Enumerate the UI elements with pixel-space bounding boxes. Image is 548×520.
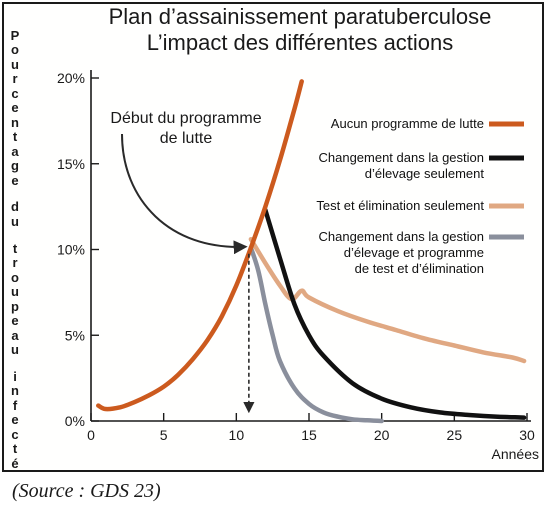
series-no-program-line — [96, 79, 304, 412]
series-combined-line — [248, 245, 384, 424]
y-axis-label-char: e — [11, 313, 19, 329]
x-tick-label: 30 — [519, 427, 535, 443]
y-axis-label-char: g — [11, 158, 19, 174]
y-axis-label-char: t — [12, 129, 18, 145]
annotation-layer: Début du programme de lutte — [110, 110, 262, 414]
y-axis-label-char: c — [11, 85, 19, 101]
y-axis-label-char: n — [11, 114, 19, 130]
legend-label: d’élevage et programme — [344, 245, 484, 260]
legend-label: de test et d’élimination — [355, 261, 484, 276]
title-line-1: Plan d’assainissement paratuberculose — [108, 4, 492, 29]
annotation-label: Début du programme — [110, 110, 261, 127]
y-axis-label-char: u — [11, 213, 19, 229]
y-axis-label-char: t — [12, 441, 18, 457]
title-line-2: L’impact des différentes actions — [146, 30, 454, 55]
y-axis-label-char: e — [11, 100, 19, 116]
x-tick-label: 25 — [447, 427, 463, 443]
y-axis-label-char: a — [11, 143, 19, 159]
x-tick-label: 20 — [374, 427, 390, 443]
annotation-label: de lutte — [160, 130, 213, 147]
series-layer — [96, 79, 527, 424]
x-axis-label: Années — [492, 446, 539, 462]
y-axis-label-char: é — [11, 455, 19, 471]
legend-label: Aucun programme de lutte — [331, 116, 484, 131]
y-axis-label-char: r — [12, 71, 18, 87]
legend-label: Changement dans la gestion — [318, 150, 484, 165]
axes: 0% 5% 10% 15% 20% 0 5 10 15 20 25 30 Années — [57, 70, 539, 462]
legend: Aucun programme de lutte Changement dans … — [316, 116, 524, 276]
y-axis-label-char: c — [11, 426, 19, 442]
start-arrow — [121, 133, 248, 255]
series-test-elimination-line — [248, 236, 527, 364]
x-tick-label: 0 — [87, 427, 95, 443]
y-axis-label-char: f — [12, 397, 18, 413]
x-tick-label: 15 — [301, 427, 317, 443]
y-axis-label-char: a — [11, 327, 19, 343]
y-tick-label: 0% — [65, 413, 85, 429]
y-axis-label-char: u — [11, 341, 19, 357]
source-caption: (Source : GDS 23) — [12, 480, 161, 502]
y-axis-label-char: d — [11, 199, 19, 215]
legend-label: Changement dans la gestion — [318, 229, 484, 244]
y-axis-label-char: p — [11, 298, 19, 314]
legend-no-program: Aucun programme de lutte — [331, 116, 524, 131]
y-axis-label-char: t — [12, 240, 18, 256]
x-tick-label: 5 — [160, 427, 168, 443]
y-tick-label: 5% — [65, 327, 85, 343]
legend-label: Test et élimination seulement — [316, 198, 484, 213]
y-axis-label-char: e — [11, 412, 19, 428]
y-axis-label-char: n — [11, 383, 19, 399]
y-axis-label-char: u — [11, 56, 19, 72]
y-axis-label-char: o — [11, 269, 19, 285]
y-tick-label: 10% — [57, 242, 85, 258]
y-axis-label-char: e — [11, 172, 19, 188]
y-axis-label-char: o — [11, 42, 19, 58]
chart-title: Plan d’assainissement paratuberculose L’… — [60, 4, 540, 56]
y-axis-label-char: P — [10, 28, 20, 43]
y-axis-label-char: u — [11, 284, 19, 300]
y-axis-label-char: r — [12, 255, 18, 271]
legend-test-elimination: Test et élimination seulement — [316, 198, 524, 213]
x-tick-label: 10 — [229, 427, 245, 443]
y-tick-label: 20% — [57, 70, 85, 86]
y-tick-label: 15% — [57, 156, 85, 172]
y-axis-label-char: i — [13, 368, 17, 384]
line-chart: 0% 5% 10% 15% 20% 0 5 10 15 20 25 30 Années Début du… — [57, 70, 539, 462]
series-management-only-line — [263, 207, 527, 420]
legend-label: d’élevage seulement — [365, 166, 485, 181]
